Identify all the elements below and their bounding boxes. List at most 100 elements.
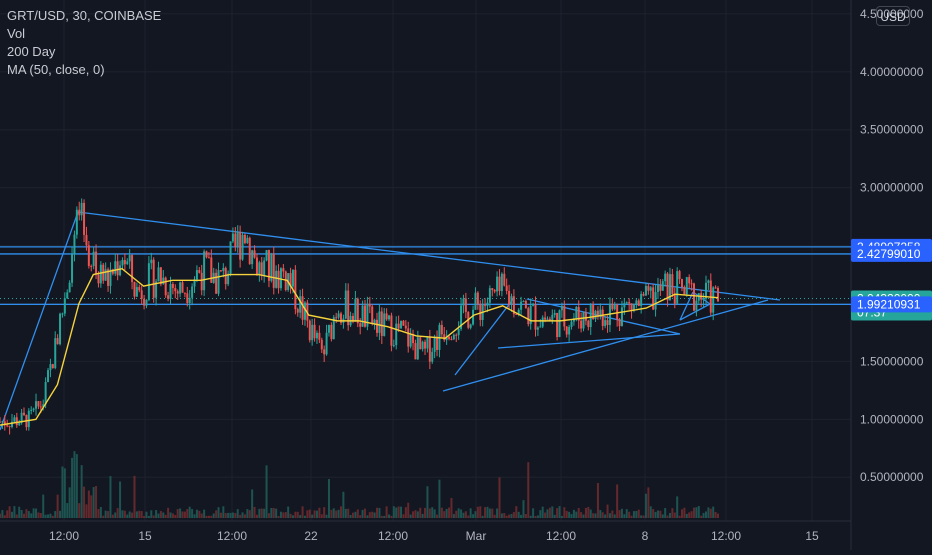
currency-unit-button[interactable]: USD <box>876 6 910 26</box>
candle-body <box>611 303 614 310</box>
candle-body <box>517 309 520 315</box>
trendline <box>454 297 515 376</box>
volume-bar <box>224 513 227 518</box>
volume-bar <box>59 510 62 518</box>
volume-bar <box>263 508 266 518</box>
volume-bar <box>493 514 496 518</box>
candle-body <box>92 251 95 267</box>
candle-body <box>308 320 311 341</box>
volume-bar <box>217 507 220 518</box>
volume-bar <box>469 508 472 518</box>
volume-bar <box>409 514 412 518</box>
candle-body <box>174 287 177 292</box>
volume-bar <box>119 481 122 518</box>
volume-bar <box>524 513 527 518</box>
volume-bar <box>140 511 143 518</box>
x-tick-label: 12:00 <box>711 529 741 543</box>
volume-bar <box>354 511 357 518</box>
legend-200-day[interactable]: 200 Day <box>7 44 56 59</box>
candle-body <box>412 334 415 344</box>
candle-body <box>647 286 650 291</box>
candle-body <box>714 287 717 289</box>
volume-bar <box>13 506 16 518</box>
candle-body <box>596 310 599 318</box>
candle-body <box>695 300 698 311</box>
volume-bar <box>0 513 1 518</box>
candle-body <box>380 311 383 336</box>
candle-body <box>428 336 431 362</box>
y-tick-label: 3.00000000 <box>860 181 924 195</box>
volume-bar <box>577 507 580 518</box>
volume-bar <box>632 511 635 518</box>
volume-bar <box>116 508 119 518</box>
candle-body <box>599 309 602 318</box>
volume-bar <box>376 507 379 518</box>
volume-bar <box>6 510 9 518</box>
candle-body <box>532 304 535 306</box>
candle-body <box>11 421 14 427</box>
candle-body <box>414 343 417 360</box>
candle-body <box>111 269 114 274</box>
volume-bar <box>464 511 467 518</box>
volume-bar <box>596 483 599 518</box>
candle-body <box>159 267 162 285</box>
volume-bar <box>47 514 50 518</box>
candle-body <box>476 292 479 305</box>
volume-bar <box>56 494 59 518</box>
volume-bar <box>539 510 542 518</box>
candle-body <box>303 302 306 320</box>
volume-bar <box>291 515 294 518</box>
candle-body <box>690 283 693 285</box>
candle-body <box>203 251 206 291</box>
candle-body <box>548 318 551 322</box>
volume-bar <box>8 506 11 518</box>
candle-body <box>474 292 477 310</box>
candle-body <box>503 273 506 286</box>
volume-bar <box>364 508 367 518</box>
volume-bar <box>426 486 429 518</box>
volume-bar <box>361 509 364 518</box>
volume-bar <box>368 512 371 518</box>
volume-bar <box>311 514 314 518</box>
volume-bar <box>649 506 652 518</box>
volume-bar <box>71 457 74 518</box>
candle-body <box>282 268 285 272</box>
volume-bar <box>327 479 330 518</box>
candle-body <box>397 323 400 329</box>
volume-bar <box>652 509 655 518</box>
candle-body <box>231 233 234 242</box>
volume-bar <box>267 513 270 518</box>
candles <box>0 198 719 435</box>
volume-bar <box>510 514 513 518</box>
volume-bar <box>488 508 491 518</box>
legend-vol[interactable]: Vol <box>7 26 26 41</box>
volume-bar <box>205 515 208 518</box>
candle-body <box>673 294 676 304</box>
candle-body <box>606 320 609 325</box>
candle-body <box>169 283 172 299</box>
candle-body <box>515 314 518 316</box>
volume-bar <box>54 511 57 518</box>
volume-bar <box>150 510 153 518</box>
candle-body <box>469 324 472 328</box>
candle-body <box>448 336 451 339</box>
trendlines[interactable] <box>0 211 851 431</box>
candle-body <box>486 302 489 306</box>
legend-ma[interactable]: MA (50, close, 0) <box>7 62 105 77</box>
candle-body <box>421 341 424 350</box>
candle-body <box>90 266 93 268</box>
time-axis[interactable]: 12:00 15 12:00 22 12:00 Mar 12:00 8 12:00 15 <box>49 529 819 543</box>
candle-body <box>505 285 508 291</box>
candle-body <box>668 274 671 301</box>
candle-body <box>313 324 316 339</box>
candle-body <box>207 257 210 259</box>
candle-body <box>344 290 347 319</box>
volume-bar <box>179 508 182 518</box>
volume-bar <box>680 509 683 518</box>
volume-bar <box>133 475 136 518</box>
symbol-title[interactable]: GRT/USD, 30, COINBASE <box>7 8 162 23</box>
level-price-label: 1.99210931 <box>851 296 932 313</box>
volume-bar <box>673 512 676 518</box>
